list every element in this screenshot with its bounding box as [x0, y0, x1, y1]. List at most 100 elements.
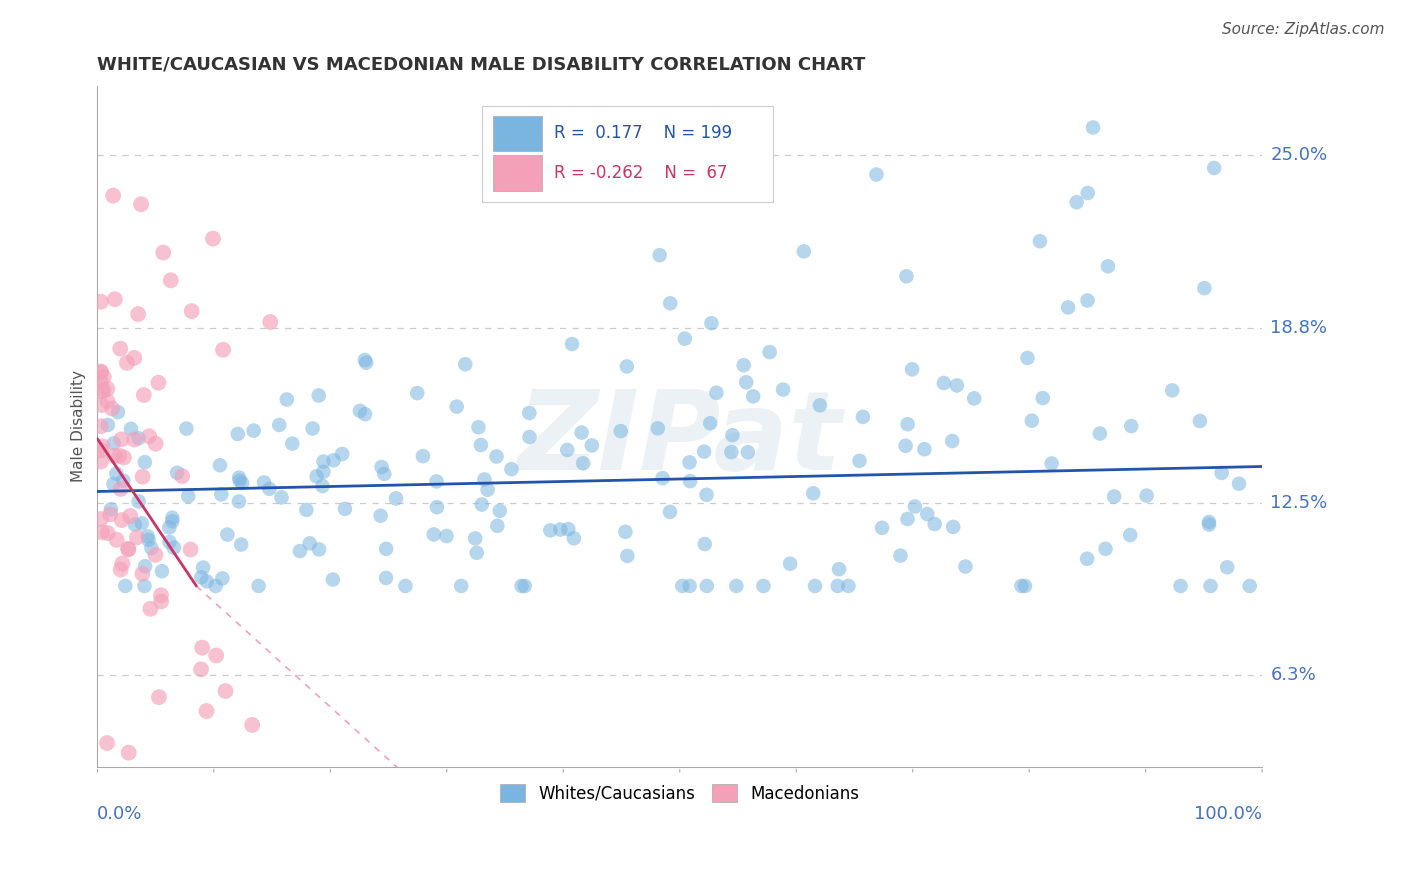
Point	[737, 445, 759, 459]
Text: R =  0.177    N = 199: R = 0.177 N = 199	[554, 125, 733, 143]
Point	[1021, 414, 1043, 428]
Point	[752, 579, 775, 593]
Point	[90, 398, 112, 412]
Point	[96, 736, 118, 750]
Point	[865, 168, 887, 182]
Point	[924, 516, 946, 531]
Point	[828, 562, 851, 576]
Point	[659, 296, 682, 310]
Point	[648, 248, 671, 262]
Point	[942, 520, 965, 534]
Point	[134, 559, 156, 574]
Point	[90, 455, 112, 469]
Point	[955, 559, 977, 574]
Point	[150, 594, 173, 608]
Point	[93, 383, 115, 397]
Point	[322, 453, 344, 467]
Point	[561, 337, 583, 351]
Point	[454, 357, 477, 371]
Point	[177, 489, 200, 503]
Point	[190, 662, 212, 676]
Point	[120, 422, 142, 436]
Point	[671, 579, 693, 593]
Point	[1188, 414, 1211, 428]
Point	[519, 430, 541, 444]
Point	[474, 473, 496, 487]
Point	[1066, 195, 1088, 210]
Point	[150, 564, 173, 578]
Point	[1029, 234, 1052, 248]
Point	[242, 424, 264, 438]
Point	[166, 466, 188, 480]
Point	[110, 342, 132, 356]
Point	[231, 476, 253, 491]
Point	[128, 494, 150, 508]
Point	[465, 546, 488, 560]
Point	[725, 579, 748, 593]
Point	[550, 523, 572, 537]
Point	[127, 307, 149, 321]
Point	[308, 542, 330, 557]
Point	[157, 520, 180, 534]
Point	[706, 385, 728, 400]
Point	[1227, 476, 1250, 491]
Point	[117, 542, 139, 557]
Point	[941, 434, 963, 448]
Point	[93, 370, 115, 384]
Point	[211, 571, 233, 585]
Point	[136, 529, 159, 543]
Point	[124, 351, 146, 365]
Text: WHITE/CAUCASIAN VS MACEDONIAN MALE DISABILITY CORRELATION CHART: WHITE/CAUCASIAN VS MACEDONIAN MALE DISAB…	[97, 55, 866, 73]
Point	[450, 579, 472, 593]
Point	[1094, 541, 1116, 556]
Point	[305, 469, 328, 483]
Point	[125, 530, 148, 544]
Point	[699, 417, 721, 431]
Point	[118, 746, 141, 760]
Point	[105, 467, 128, 481]
Point	[269, 417, 291, 432]
Point	[555, 442, 578, 457]
Point	[195, 574, 218, 589]
Point	[228, 474, 250, 488]
Point	[470, 438, 492, 452]
Point	[103, 449, 125, 463]
Point	[259, 482, 281, 496]
Point	[122, 433, 145, 447]
Point	[571, 425, 593, 440]
Point	[288, 544, 311, 558]
Point	[301, 421, 323, 435]
Point	[808, 398, 831, 412]
Point	[1102, 490, 1125, 504]
Point	[180, 542, 202, 557]
Point	[131, 516, 153, 531]
Point	[693, 537, 716, 551]
Point	[145, 548, 167, 562]
Point	[96, 394, 118, 409]
Point	[226, 427, 249, 442]
Point	[1032, 391, 1054, 405]
Point	[510, 579, 533, 593]
Point	[1010, 579, 1032, 593]
Point	[134, 455, 156, 469]
Point	[145, 436, 167, 450]
Point	[111, 557, 134, 571]
Point	[97, 417, 120, 432]
Point	[90, 443, 112, 458]
Point	[114, 579, 136, 593]
Point	[333, 501, 356, 516]
Point	[111, 513, 134, 527]
Point	[897, 417, 920, 432]
Point	[176, 421, 198, 435]
Point	[385, 491, 408, 506]
Point	[772, 383, 794, 397]
Point	[370, 508, 392, 523]
Point	[446, 400, 468, 414]
Point	[651, 471, 673, 485]
Point	[801, 486, 824, 500]
Point	[101, 188, 124, 202]
Point	[103, 436, 125, 450]
Point	[793, 244, 815, 259]
Point	[1077, 186, 1099, 200]
Point	[678, 455, 700, 469]
